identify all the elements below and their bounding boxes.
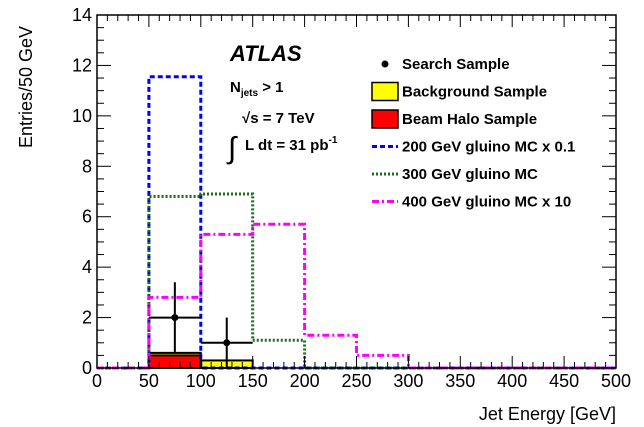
x-tick-label: 50 — [139, 371, 159, 391]
x-tick-label: 100 — [186, 371, 216, 391]
legend-swatch — [371, 109, 399, 129]
y-tick-label: 14 — [72, 5, 92, 25]
luminosity-label: L dt = 31 pb-1 — [245, 135, 338, 154]
y-tick-label: 12 — [72, 55, 92, 75]
y-tick-label: 2 — [82, 308, 92, 328]
legend: Search Sample Background Sample Beam Halo … — [371, 56, 575, 211]
y-tick-label: 4 — [82, 257, 92, 277]
x-tick-label: 400 — [497, 371, 527, 391]
legend-label: Search Sample — [402, 56, 510, 73]
annotations: ATLAS Njets > 1 √s = 7 TeV ∫ L dt = 31 p… — [226, 41, 338, 165]
data-point — [200, 317, 253, 368]
axes-layer: 0 50 100 150 200 250 300 350 400 450 500 0 2 4 6 8 10 12 1… — [72, 5, 631, 391]
y-tick-label: 8 — [82, 156, 92, 176]
x-tick-label: 500 — [601, 371, 631, 391]
legend-label: 300 GeV gluino MC — [402, 166, 538, 183]
njets-subscript: jets — [240, 88, 259, 99]
legend-entry-search-sample: Search Sample — [381, 56, 510, 73]
y-tick-label: 0 — [82, 358, 92, 378]
x-tick-label: 150 — [238, 371, 268, 391]
legend-swatch — [371, 81, 399, 102]
sqrt-s-label: √s = 7 TeV — [242, 110, 315, 127]
marker — [223, 339, 231, 347]
x-tick-label: 350 — [445, 371, 475, 391]
legend-label: Background Sample — [402, 84, 547, 101]
legend-entry-background-sample: Background Sample — [371, 81, 547, 102]
data-point — [148, 282, 201, 353]
legend-entry-400-gev-gluino-mc-x-10: 400 GeV gluino MC x 10 — [372, 194, 571, 211]
x-tick-label: 250 — [341, 371, 371, 391]
x-tick-label: 300 — [393, 371, 423, 391]
legend-marker — [381, 60, 389, 68]
legend-label: 200 GeV gluino MC x 0.1 — [402, 139, 575, 156]
legend-entry-beam-halo-sample: Beam Halo Sample — [371, 109, 537, 129]
luminosity-main: L dt = 31 pb — [245, 137, 329, 154]
y-tick-label: 6 — [82, 207, 92, 227]
y-tick-label: 10 — [72, 106, 92, 126]
legend-label: 400 GeV gluino MC x 10 — [402, 194, 571, 211]
legend-entry-200-gev-gluino-mc-x-0-1: 200 GeV gluino MC x 0.1 — [372, 139, 575, 156]
data-points-layer — [148, 282, 253, 368]
beam-halo-sample-bar-1 — [147, 354, 202, 369]
x-axis-title: Jet Energy [GeV] — [479, 404, 616, 424]
x-tick-label: 200 — [290, 371, 320, 391]
integral-sign: ∫ — [226, 132, 238, 165]
x-tick-label: 0 — [92, 371, 102, 391]
x-tick-label: 450 — [549, 371, 579, 391]
legend-label: Beam Halo Sample — [402, 111, 537, 128]
luminosity-superscript: -1 — [329, 135, 338, 146]
y-axis-title: Entries/50 GeV — [16, 26, 36, 148]
marker — [171, 314, 179, 322]
njets-rest: > 1 — [258, 79, 283, 96]
njets-main: N — [230, 79, 241, 96]
legend-entry-300-gev-gluino-mc: 300 GeV gluino MC — [372, 166, 538, 183]
njets-label: Njets > 1 — [230, 79, 284, 99]
experiment-label: ATLAS — [229, 41, 302, 66]
